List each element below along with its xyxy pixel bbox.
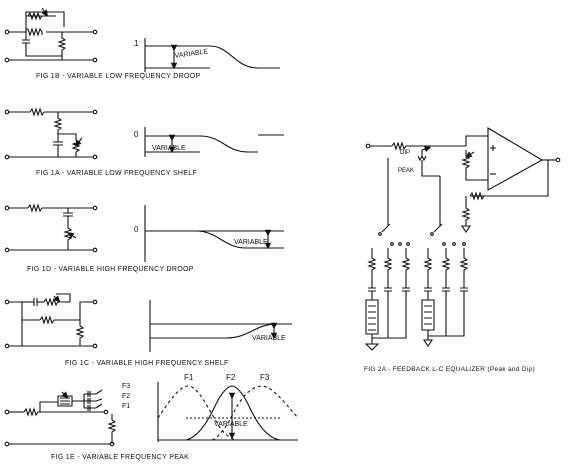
fig1d-response-plot: 0 VARIABLE: [134, 205, 284, 262]
fig1e-freq-label-f2: F2: [226, 373, 236, 382]
fig1d-curve-label: VARIABLE: [234, 239, 268, 246]
fig1e-curve-label: VARIABLE: [214, 421, 248, 428]
fig1d-caption: FIG 1D - VARIABLE HIGH FREQUENCY DROOP: [27, 266, 194, 273]
fig1e-freq-label-f3: F3: [260, 373, 270, 382]
fig1d-circuit: [4, 203, 98, 253]
fig2a-caption: FIG 2A - FEEDBACK L-C EQUALIZER (Peak an…: [364, 366, 535, 373]
fig1d-axis-label: 0: [134, 225, 139, 234]
fig1a-circuit: [4, 107, 98, 160]
fig1b-response-plot: 1 VARIABLE: [134, 38, 280, 72]
fig1c-circuit: [4, 293, 98, 349]
fig1a-caption: FIG 1A - VARIABLE LOW FREQUENCY SHELF: [36, 170, 197, 177]
fig1e-freq-label-f1: F1: [184, 373, 194, 382]
fig1c-curve-label: VARIABLE: [252, 335, 286, 342]
fig1b-caption: FIG 1B - VARIABLE LOW FREQUENCY DROOP: [36, 73, 201, 80]
fig1e-caption: FIG 1E - VARIABLE FREQUENCY PEAK: [51, 454, 190, 461]
fig1e-switch-label-f2: F2: [122, 393, 130, 400]
fig1a-axis-label: 0: [134, 130, 139, 139]
fig1b-circuit: [4, 7, 98, 63]
fig2a-dip-label: DIP: [400, 150, 410, 156]
fig1e-response-plot: F1 F2 F3 VARIABLE: [157, 373, 299, 442]
fig1b-axis-label: 1: [134, 39, 139, 48]
fig1e-switch-labels: F3 F2 F1: [122, 383, 130, 410]
fig1c-response-plot: VARIABLE: [149, 300, 292, 352]
fig2a-peak-label: PEAK: [398, 168, 414, 174]
fig1a-response-plot: 0 VARIABLE: [134, 127, 284, 157]
fig1c-caption: FIG 1C - VARIABLE HIGH FREQUENCY SHELF: [65, 360, 229, 367]
fig2a-circuit: [364, 127, 561, 351]
fig1b-curve-label: VARIABLE: [174, 48, 209, 60]
fig1a-curve-label: VARIABLE: [152, 145, 186, 152]
fig1e-switch-label-f1: F1: [122, 403, 130, 410]
fig2a-labels: DIP PEAK: [398, 150, 414, 174]
fig1e-circuit: [4, 389, 117, 447]
fig1e-switch-label-f3: F3: [122, 383, 130, 390]
